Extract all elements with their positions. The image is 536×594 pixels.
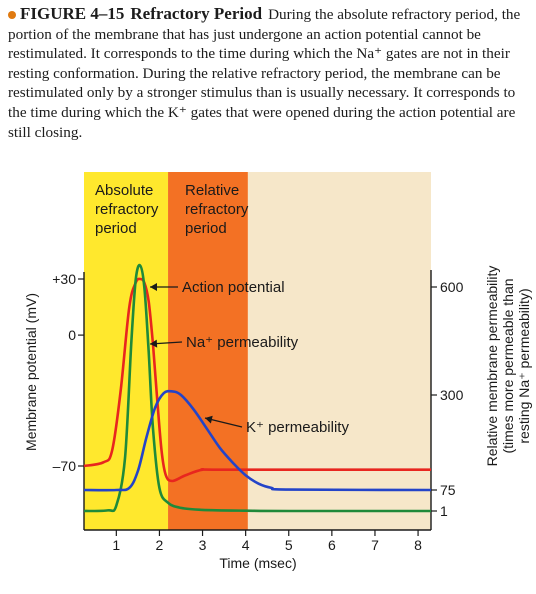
- x-tick-label-2: 2: [156, 537, 164, 553]
- relative-region-label-line-1: Relative: [185, 182, 239, 199]
- right-axis-label-line-3: resting Na⁺ permeability): [516, 288, 532, 443]
- right-tick-label-1: 300: [440, 387, 464, 403]
- relative-region-label-line-3: period: [185, 220, 227, 237]
- x-tick-label-5: 5: [285, 537, 293, 553]
- k-permeability-line: [83, 389, 432, 492]
- action-potential-label: Action potential: [182, 279, 285, 296]
- figure-label: FIGURE 4–15: [20, 4, 125, 23]
- right-tick-label-0: 600: [440, 279, 464, 295]
- na-permeability-arrowhead-icon: [150, 339, 158, 348]
- x-tick-label-1: 1: [112, 537, 120, 553]
- absolute-region-label-line-3: period: [95, 220, 137, 237]
- x-tick-label-3: 3: [199, 537, 207, 553]
- absolute-region-label-line-1: Absolute: [95, 182, 153, 199]
- action-potential-arrowhead-icon: [150, 283, 157, 291]
- annotation-layer: Action potential Na⁺ permeability K⁺ perme…: [149, 279, 349, 436]
- k-permeability-arrowhead-icon: [205, 415, 213, 424]
- caption-bullet-icon: [8, 11, 16, 20]
- k-permeability-label: K⁺ permeability: [246, 419, 349, 436]
- figure-title: Refractory Period: [130, 4, 263, 23]
- right-tick-label-2: 75: [440, 482, 456, 498]
- right-axis-label-line-2: (times more permeable than: [500, 278, 516, 453]
- series-layer: [83, 263, 432, 513]
- absolute-region-label-line-2: refractory: [95, 201, 159, 218]
- relative-region-label-line-2: refractory: [185, 201, 249, 218]
- left-tick-label-2: –70: [53, 458, 77, 474]
- label-layer: Absolute refractory period Relative refracto…: [95, 182, 249, 237]
- left-axis-label: Membrane potential (mV): [23, 293, 39, 451]
- caption-text: During the absolute refractory period, t…: [8, 6, 521, 141]
- x-tick-label-6: 6: [328, 537, 336, 553]
- x-tick-label-8: 8: [414, 537, 422, 553]
- left-tick-label-0: +30: [52, 271, 76, 287]
- action-potential-line: [83, 277, 431, 483]
- x-tick-label-7: 7: [371, 537, 379, 553]
- x-axis-label: Time (msec): [219, 555, 296, 571]
- right-axis-label-line-1: Relative membrane permeability: [484, 266, 500, 467]
- na-permeability-label: Na⁺ permeability: [186, 334, 299, 351]
- chart-axes: 1 2 3 4 5 6 7 8 Time (msec) +30 0 –70 Membrane poten…: [23, 266, 532, 571]
- x-tick-label-4: 4: [242, 537, 250, 553]
- left-tick-label-1: 0: [68, 327, 76, 343]
- figure-caption: FIGURE 4–15 Refractory Period During the a…: [8, 4, 530, 142]
- right-tick-label-3: 1: [440, 503, 448, 519]
- na-permeability-line: [83, 263, 431, 513]
